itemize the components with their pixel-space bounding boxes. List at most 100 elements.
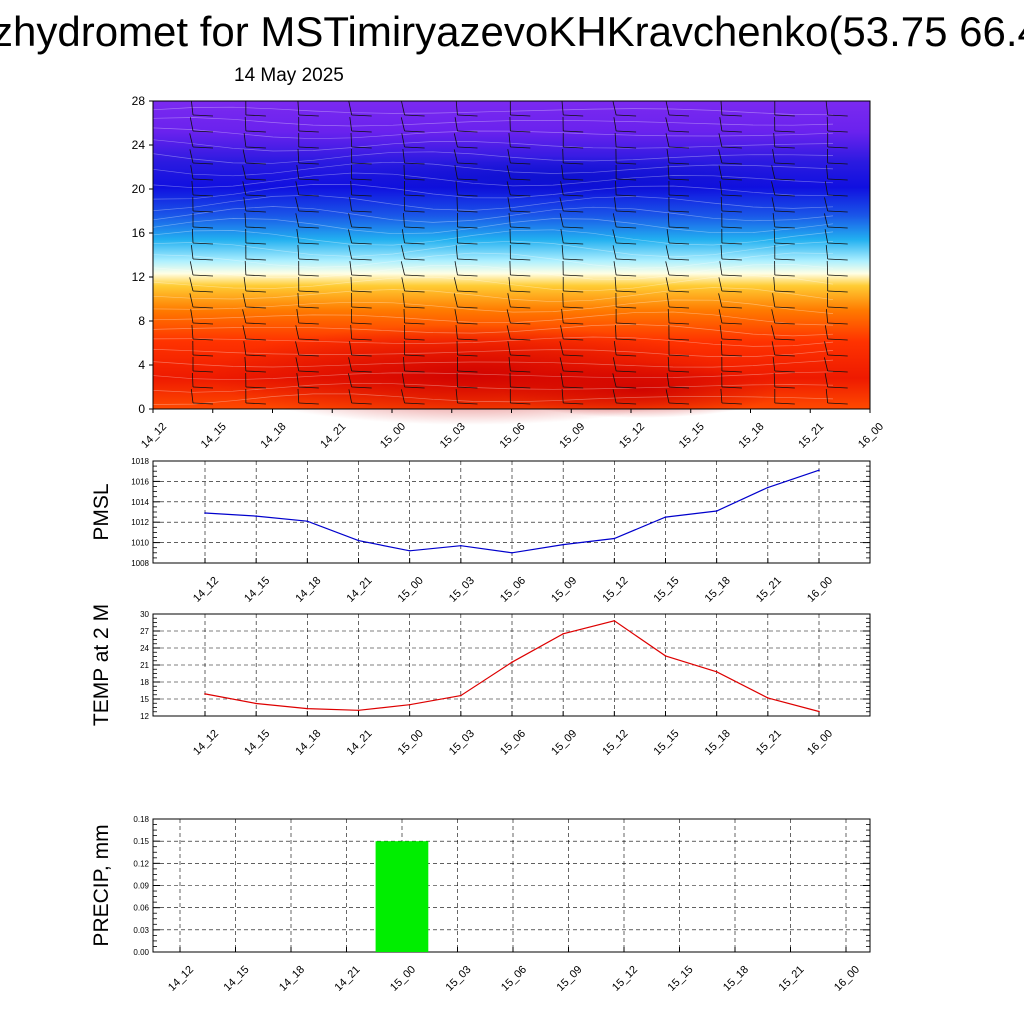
x-tick-label: 14_12	[191, 728, 221, 758]
temp-point	[664, 655, 667, 657]
heatmap-contour	[152, 161, 834, 177]
wind-barb-flag	[774, 402, 795, 405]
wind-barb-staff	[243, 197, 247, 212]
wind-barb-staff	[720, 196, 723, 212]
x-tick-label: 14_21	[333, 964, 363, 994]
pmsl-point	[460, 544, 462, 547]
wind-barb-flag	[245, 242, 266, 245]
wind-barb-staff	[350, 180, 353, 196]
wind-barb-flag	[457, 194, 478, 197]
wind-barb-staff	[772, 213, 776, 228]
wind-barb-flag	[827, 146, 848, 149]
temp-point	[767, 697, 769, 699]
wind-barb-flag	[298, 370, 319, 373]
wind-barb-flag	[563, 130, 584, 133]
wind-barb-flag	[774, 290, 795, 293]
wind-barb-staff	[612, 389, 617, 404]
wind-barb-staff	[191, 324, 194, 340]
wind-barb-flag	[774, 258, 795, 261]
wind-barb-staff	[612, 373, 617, 388]
x-tick-label: 15_09	[549, 575, 579, 605]
wind-barb-flag	[563, 306, 584, 309]
heatmap-contour	[152, 218, 834, 235]
heatmap-y-tick-label: 20	[132, 182, 146, 196]
wind-barb-flag	[192, 290, 214, 293]
wind-barb-flag	[510, 338, 531, 341]
wind-barb-flag	[616, 290, 637, 293]
wind-barb-flag	[245, 274, 266, 277]
wind-barb-staff	[403, 356, 405, 372]
wind-barb-flag	[774, 338, 795, 341]
wind-barb-flag	[616, 402, 637, 405]
wind-barb-flag	[668, 386, 690, 389]
wind-barb-staff	[297, 148, 300, 164]
wind-barb-staff	[296, 229, 300, 244]
wind-barb-staff	[561, 101, 564, 116]
wind-barb-flag	[351, 242, 372, 245]
wind-barb-staff	[825, 101, 829, 116]
wind-barb-staff	[507, 293, 511, 308]
wind-barb-flag	[616, 146, 637, 149]
x-tick-label: 15_03	[447, 728, 477, 758]
wind-barb-flag	[721, 306, 742, 309]
pmsl-point	[511, 552, 513, 554]
wind-barb-staff	[665, 101, 670, 116]
temp-point	[306, 707, 309, 710]
wind-barb-flag	[774, 130, 795, 133]
heatmap-contour	[152, 252, 834, 269]
wind-barb-staff	[242, 309, 247, 324]
wind-barb-flag	[616, 114, 637, 117]
wind-barb-flag	[616, 370, 637, 373]
heatmap-y-tick-label: 0	[138, 402, 145, 416]
wind-barb-flag	[351, 306, 372, 309]
y-tick-label: 1016	[131, 477, 149, 486]
wind-barb-flag	[298, 162, 319, 165]
wind-barb-flag	[245, 146, 266, 149]
wind-barb-staff	[612, 101, 617, 116]
wind-barb-flag	[668, 162, 690, 165]
wind-barb-flag	[721, 370, 742, 373]
wind-barb-staff	[455, 101, 458, 116]
wind-barb-flag	[563, 338, 584, 341]
wind-barb-flag	[616, 258, 637, 261]
wind-barb-flag	[457, 130, 478, 133]
x-tick-label: 15_03	[444, 964, 474, 994]
wind-barb-staff	[773, 132, 776, 148]
wind-barb-staff	[719, 325, 723, 340]
wind-barb-flag	[298, 114, 319, 117]
y-tick-label: 0.09	[133, 882, 149, 891]
wind-barb-staff	[297, 292, 300, 308]
wind-barb-staff	[242, 165, 247, 180]
wind-barb-flag	[668, 370, 690, 373]
wind-barb-staff	[772, 357, 776, 372]
wind-barb-staff	[613, 261, 617, 276]
wind-barb-staff	[189, 149, 194, 164]
heatmap-x-tick-label: 15_03	[438, 421, 468, 451]
wind-barb-flag	[192, 226, 214, 229]
y-tick-label: 0.12	[133, 859, 149, 868]
heatmap-contour	[152, 348, 834, 357]
wind-barb-flag	[404, 194, 425, 197]
wind-barb-staff	[562, 148, 564, 164]
y-tick-label: 24	[140, 644, 149, 653]
wind-barb-flag	[404, 370, 425, 373]
wind-barb-flag	[192, 370, 214, 373]
wind-barb-flag	[404, 242, 425, 245]
wind-barb-staff	[667, 308, 670, 324]
wind-barb-staff	[667, 164, 670, 180]
wind-barb-flag	[404, 402, 425, 405]
wind-barb-flag	[616, 274, 637, 277]
x-tick-label: 16_00	[805, 728, 835, 758]
temp-point	[357, 709, 360, 712]
wind-barb-flag	[404, 210, 425, 213]
wind-barb-flag	[774, 194, 795, 197]
wind-barb-flag	[774, 226, 795, 229]
wind-barb-flag	[668, 146, 690, 149]
wind-barb-staff	[718, 293, 723, 308]
wind-barb-flag	[510, 146, 531, 149]
x-tick-label: 15_09	[549, 728, 579, 758]
wind-barb-flag	[457, 306, 478, 309]
wind-barb-flag	[404, 290, 425, 293]
temp-point	[562, 633, 564, 635]
wind-barb-flag	[827, 306, 848, 309]
